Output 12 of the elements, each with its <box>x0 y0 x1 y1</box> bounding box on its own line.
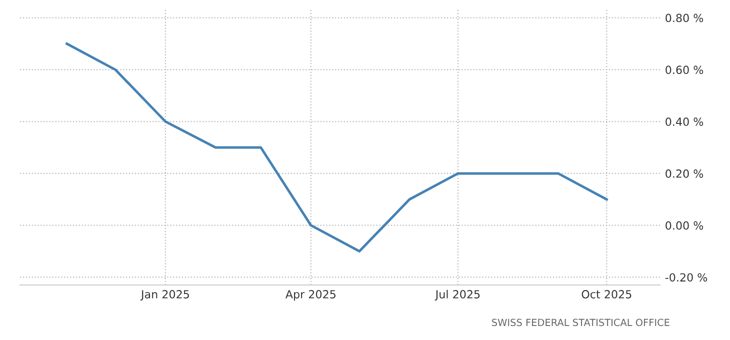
line-series <box>66 42 608 253</box>
x-tick-label: Jan 2025 <box>140 290 189 301</box>
y-tick-label: 0.60 % <box>666 66 704 74</box>
y-tick-label: 0.40 % <box>666 118 704 126</box>
y-tick-label: 0.80 % <box>666 14 704 22</box>
x-tick-label: Oct 2025 <box>582 290 632 298</box>
y-tick-label: -0.20 % <box>665 273 708 282</box>
x-tick-label: Jul 2025 <box>434 290 480 301</box>
x-tick-label: Apr 2025 <box>285 290 336 301</box>
text: SWISS FEDERAL STATISTICAL OFFICE <box>492 318 670 326</box>
y-tick-label: 0.20 % <box>666 169 704 178</box>
y-tick-label: 0.00 % <box>666 221 704 230</box>
